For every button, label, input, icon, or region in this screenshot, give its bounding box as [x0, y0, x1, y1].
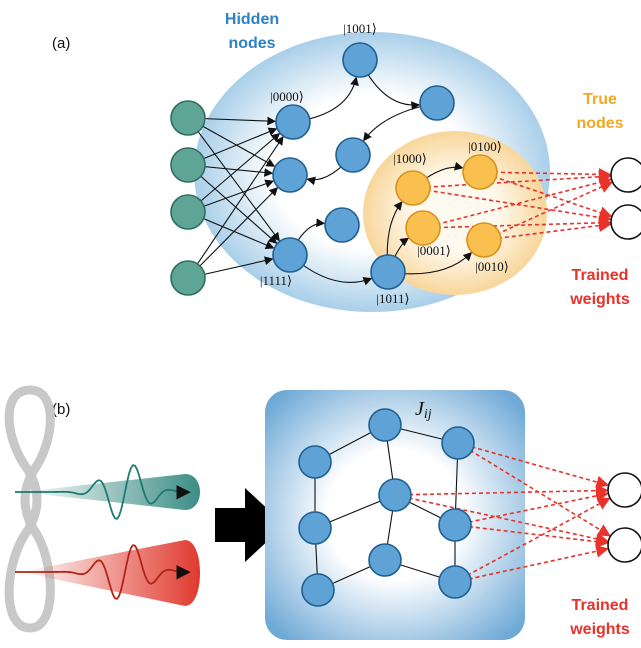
- weight-arrow: [454, 497, 611, 583]
- weight-arrow: [422, 176, 613, 229]
- node: [462, 154, 498, 190]
- node: [607, 472, 641, 508]
- node: [298, 511, 332, 545]
- edge: [187, 164, 278, 244]
- trained-weights-label: Trained: [572, 597, 629, 614]
- wave: [15, 464, 191, 520]
- node: [170, 194, 206, 230]
- weight-arrow: [412, 170, 612, 189]
- node: [275, 104, 311, 140]
- node: [272, 157, 308, 193]
- trained-weights-label: Trained: [572, 267, 629, 284]
- weight-arrow: [454, 524, 609, 548]
- node: [395, 170, 431, 206]
- node: [419, 85, 455, 121]
- node: [438, 508, 472, 542]
- edge: [187, 117, 280, 242]
- trained-weights-label: weights: [569, 291, 630, 308]
- node: [298, 445, 332, 479]
- edge: [187, 132, 281, 213]
- node: [610, 204, 641, 240]
- node: [368, 543, 402, 577]
- node: [441, 426, 475, 460]
- true-nodes-label: nodes: [576, 115, 623, 132]
- true-nodes-label: True: [583, 91, 617, 108]
- node: [368, 408, 402, 442]
- edge: [187, 136, 284, 279]
- ket-label: |1011⟩: [376, 291, 409, 306]
- ket-label: |1111⟩: [260, 273, 292, 288]
- weight-arrow: [483, 181, 614, 241]
- hidden-nodes-label: nodes: [228, 35, 275, 52]
- node: [405, 210, 441, 246]
- node: [170, 100, 206, 136]
- node: [170, 260, 206, 296]
- trained-weights-label: weights: [569, 621, 630, 638]
- node: [610, 157, 641, 193]
- weight-arrow: [454, 489, 609, 526]
- coupling-label: Jij: [415, 398, 432, 423]
- panel-label: (a): [52, 35, 70, 52]
- hidden-nodes-label: Hidden: [225, 11, 279, 28]
- node: [335, 137, 371, 173]
- ket-label: |1001⟩: [343, 21, 377, 36]
- drawing: (a) Hidden nodes True nodes Trained weights |10…: [4, 11, 641, 640]
- weight-arrow: [454, 544, 609, 583]
- ket-label: |0010⟩: [475, 259, 509, 274]
- coupling-symbol: J: [415, 398, 425, 420]
- ket-label: |1000⟩: [393, 151, 427, 166]
- ket-label: |0001⟩: [417, 243, 451, 258]
- wave: [15, 544, 191, 600]
- weight-arrow: [394, 494, 609, 546]
- weight-arrow: [394, 484, 609, 498]
- node: [370, 254, 406, 290]
- big-arrow: [215, 488, 285, 562]
- beam-cone: [20, 540, 200, 606]
- node: [272, 237, 308, 273]
- weight-arrow: [479, 171, 613, 219]
- node: [438, 565, 472, 599]
- coupling-subscript: ij: [424, 407, 432, 422]
- waveguide: [4, 385, 55, 633]
- weight-arrow: [412, 187, 612, 224]
- edge: [187, 187, 279, 279]
- node: [342, 42, 378, 78]
- ket-label: |0000⟩: [270, 89, 304, 104]
- weight-arrow: [479, 168, 612, 181]
- weight-arrow: [483, 219, 612, 241]
- node: [466, 222, 502, 258]
- node: [324, 207, 360, 243]
- node: [607, 527, 641, 563]
- ket-label: |0100⟩: [468, 139, 502, 154]
- panel-label: (b): [52, 401, 70, 418]
- weight-arrow: [457, 442, 610, 489]
- node: [301, 573, 335, 607]
- node: [170, 147, 206, 183]
- weight-arrow: [457, 442, 612, 537]
- node: [378, 478, 412, 512]
